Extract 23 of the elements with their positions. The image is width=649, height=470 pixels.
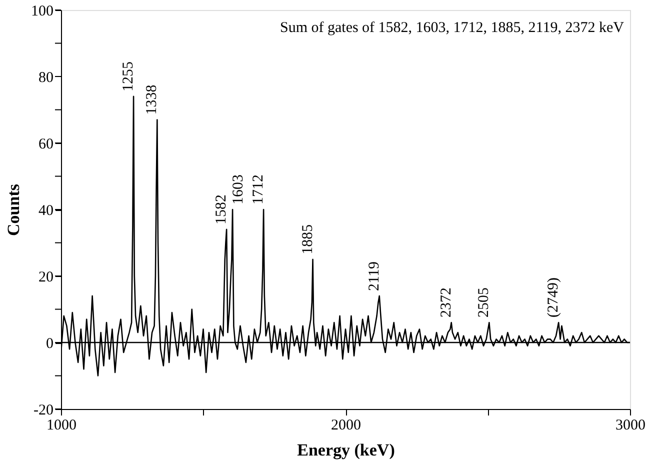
y-tick-label: 40 xyxy=(38,203,54,219)
x-tick-label: 3000 xyxy=(616,418,646,434)
annotation: 1255 xyxy=(120,61,137,92)
annotation: 2505 xyxy=(476,288,492,318)
annotation: 1712 xyxy=(250,174,267,204)
y-tick-label: 60 xyxy=(38,136,54,152)
y-tick-label: 0 xyxy=(46,336,54,352)
annotation: 1582 xyxy=(214,194,230,224)
annotation: 2372 xyxy=(438,288,454,318)
annotation: 2119 xyxy=(366,261,382,291)
x-tick-label: 2000 xyxy=(331,418,361,434)
annotation: (2749) xyxy=(546,278,562,318)
y-tick-label: -20 xyxy=(34,402,54,418)
y-tick-label: 80 xyxy=(38,70,54,86)
annotation: 1603 xyxy=(230,174,247,204)
annotation: 1885 xyxy=(300,224,316,254)
x-axis-title: Energy (keV) xyxy=(297,440,395,460)
y-tick-label: 100 xyxy=(31,4,54,20)
y-axis-title: Counts xyxy=(4,184,23,236)
annotation: 1338 xyxy=(144,84,160,115)
text: Sum of gates of 1582, 1603, 1712, 1885, 2119, 2372 keV xyxy=(280,20,624,36)
y-tick-label: 20 xyxy=(38,270,54,286)
x-tick-label: 1000 xyxy=(46,418,76,434)
